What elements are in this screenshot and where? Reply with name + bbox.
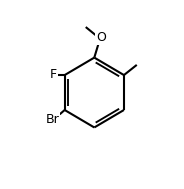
Text: O: O xyxy=(96,31,106,44)
Text: F: F xyxy=(50,68,57,81)
Text: Br: Br xyxy=(46,113,59,126)
